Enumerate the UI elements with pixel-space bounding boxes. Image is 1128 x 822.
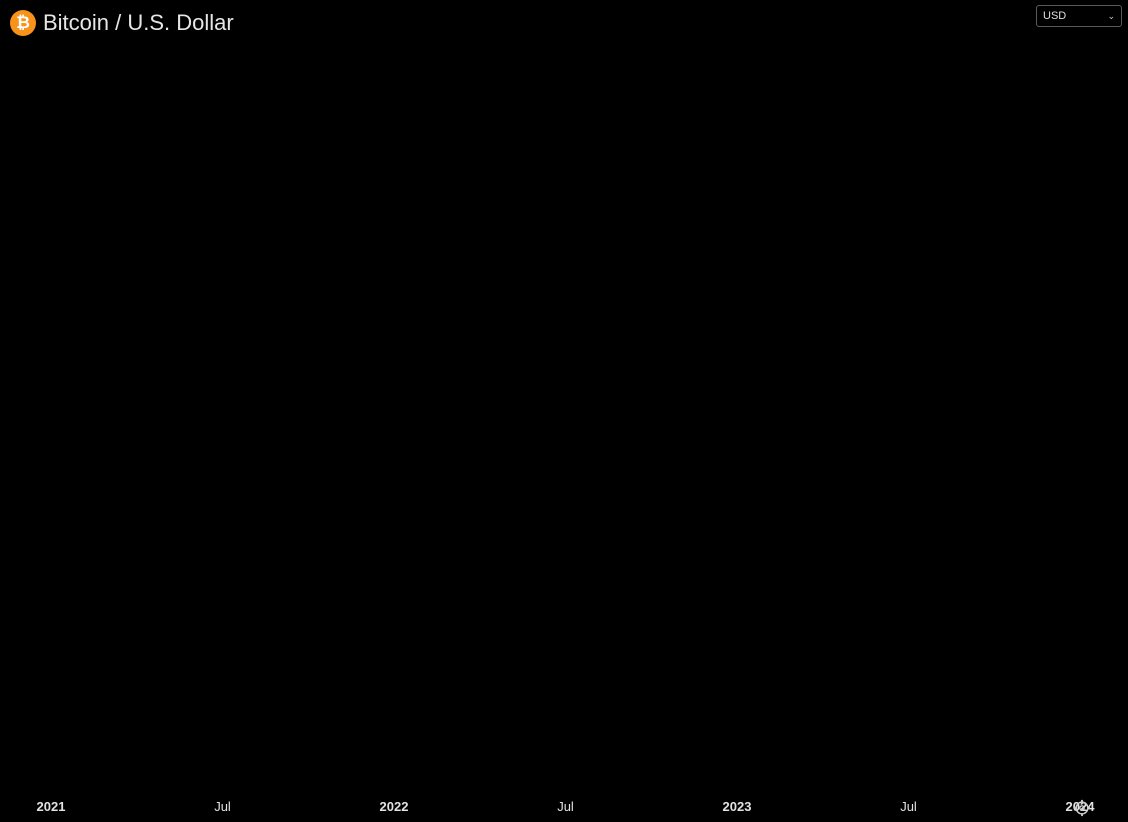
- chart-header: ₿ Bitcoin / U.S. Dollar: [10, 8, 234, 38]
- x-tick-label: Jul: [557, 799, 574, 814]
- currency-select[interactable]: USD ⌄: [1036, 5, 1122, 27]
- chevron-down-icon: ⌄: [1107, 10, 1115, 21]
- chart-title: Bitcoin / U.S. Dollar: [43, 10, 234, 35]
- gear-icon[interactable]: [1073, 799, 1091, 817]
- x-tick-label: 2023: [723, 799, 752, 814]
- bitcoin-logo-icon: ₿: [10, 10, 36, 36]
- currency-value: USD: [1043, 10, 1067, 22]
- x-tick-label: 2022: [380, 799, 409, 814]
- x-tick-label: Jul: [900, 799, 917, 814]
- x-tick-label: 2021: [37, 799, 66, 814]
- x-axis[interactable]: 2021Jul2022Jul2023Jul2024Jul2025Jul2026J…: [37, 799, 1128, 814]
- x-tick-label: Jul: [214, 799, 231, 814]
